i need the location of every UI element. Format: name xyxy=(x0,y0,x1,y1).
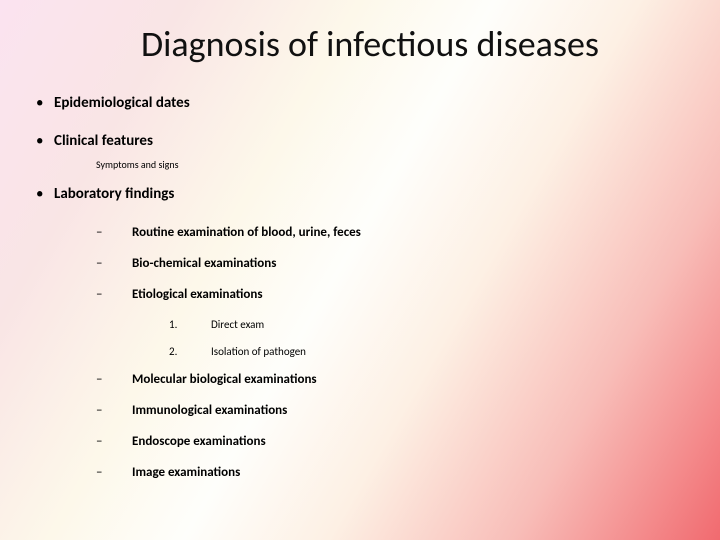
etiological-isolation: 2. Isolation of pathogen xyxy=(211,345,684,358)
lab-molecular: Molecular biological examinations xyxy=(132,372,684,387)
bullet-laboratory: Laboratory findings xyxy=(54,185,684,203)
etiological-isolation-text: Isolation of pathogen xyxy=(211,345,306,358)
lab-routine: Routine examination of blood, urine, fec… xyxy=(132,225,684,240)
lab-biochemical: Bio-chemical examinations xyxy=(132,256,684,271)
slide: Diagnosis of infectious diseases Epidemi… xyxy=(0,0,720,540)
bullet-epidemiological: Epidemiological dates xyxy=(54,94,684,112)
lab-image: Image examinations xyxy=(132,465,684,480)
etiological-direct: 1. Direct exam xyxy=(211,318,684,331)
lab-etiological: Etiological examinations xyxy=(132,287,684,302)
lab-endoscope: Endoscope examinations xyxy=(132,434,684,449)
etiological-direct-text: Direct exam xyxy=(211,318,264,331)
lab-immunological: Immunological examinations xyxy=(132,403,684,418)
num-2: 2. xyxy=(169,345,177,358)
bullet-clinical: Clinical features xyxy=(54,132,684,150)
sub-symptoms: Symptoms and signs xyxy=(96,158,684,171)
slide-title: Diagnosis of infectious diseases xyxy=(76,22,664,66)
num-1: 1. xyxy=(169,318,177,331)
